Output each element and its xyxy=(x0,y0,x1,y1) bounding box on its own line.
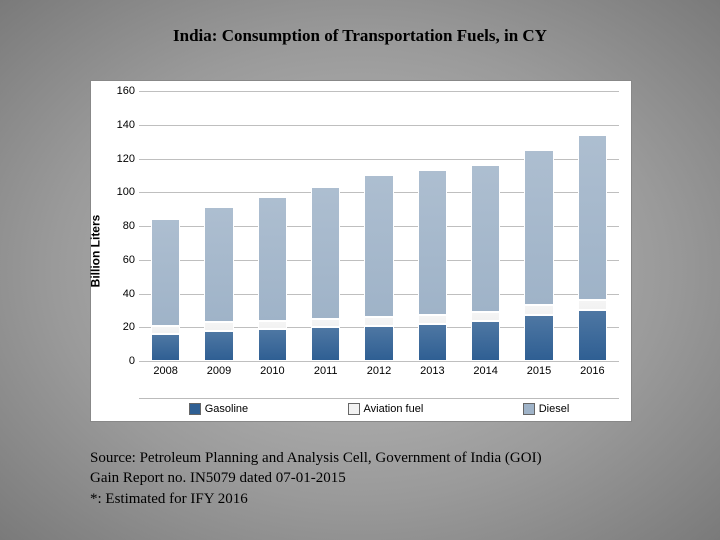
bar-seg-gasoline xyxy=(471,321,500,362)
legend-label-diesel: Diesel xyxy=(539,403,570,415)
bar-seg-diesel xyxy=(311,187,340,319)
x-tick-label: 2008 xyxy=(153,365,177,377)
plot-area: 0204060801001201401602008200920102011201… xyxy=(139,91,619,361)
bar-seg-aviation xyxy=(364,317,393,325)
chart-container: Billion Liters 0204060801001201401602008… xyxy=(90,80,632,422)
bar-seg-diesel xyxy=(524,150,553,305)
legend-item-gasoline: Gasoline xyxy=(189,403,248,415)
gridline xyxy=(139,91,619,92)
legend-item-diesel: Diesel xyxy=(523,403,570,415)
bar-seg-gasoline xyxy=(578,310,607,361)
x-tick-label: 2012 xyxy=(367,365,391,377)
bar-seg-gasoline xyxy=(204,331,233,361)
bar-seg-gasoline xyxy=(364,326,393,361)
bar-seg-gasoline xyxy=(418,324,447,361)
bar-seg-diesel xyxy=(471,165,500,312)
y-tick-label: 80 xyxy=(109,220,135,232)
chart-title: India: Consumption of Transportation Fue… xyxy=(0,26,720,46)
y-axis-label: Billion Liters xyxy=(88,215,102,288)
bar-seg-aviation xyxy=(311,319,340,327)
bar-seg-diesel xyxy=(578,135,607,300)
y-tick-label: 100 xyxy=(109,186,135,198)
bar-seg-diesel xyxy=(204,207,233,322)
slide: India: Consumption of Transportation Fue… xyxy=(0,0,720,540)
x-tick-label: 2015 xyxy=(527,365,551,377)
y-tick-label: 60 xyxy=(109,254,135,266)
x-tick-label: 2014 xyxy=(473,365,497,377)
y-tick-label: 160 xyxy=(109,85,135,97)
bar-seg-diesel xyxy=(258,197,287,320)
y-tick-label: 120 xyxy=(109,153,135,165)
legend-item-aviation: Aviation fuel xyxy=(348,403,424,415)
x-tick-label: 2016 xyxy=(580,365,604,377)
bar-seg-gasoline xyxy=(151,334,180,361)
bar-seg-aviation xyxy=(578,300,607,310)
legend-swatch-gasoline xyxy=(189,403,201,415)
bar-seg-aviation xyxy=(471,312,500,320)
bar-seg-aviation xyxy=(258,321,287,329)
bar-seg-gasoline xyxy=(258,329,287,361)
source-block: Source: Petroleum Planning and Analysis … xyxy=(90,448,650,509)
x-tick-label: 2009 xyxy=(207,365,231,377)
bar-seg-gasoline xyxy=(524,315,553,361)
y-tick-label: 20 xyxy=(109,321,135,333)
bar-seg-diesel xyxy=(151,219,180,325)
legend-label-aviation: Aviation fuel xyxy=(364,403,424,415)
bar-seg-aviation xyxy=(524,305,553,315)
bar-seg-aviation xyxy=(204,322,233,330)
source-line-2: Gain Report no. IN5079 dated 07-01-2015 xyxy=(90,468,650,488)
bar-seg-gasoline xyxy=(311,327,340,361)
bar-seg-diesel xyxy=(418,170,447,315)
gridline xyxy=(139,361,619,362)
legend: Gasoline Aviation fuel Diesel xyxy=(139,398,619,415)
y-tick-label: 140 xyxy=(109,119,135,131)
bar-seg-aviation xyxy=(151,326,180,334)
gridline xyxy=(139,125,619,126)
legend-label-gasoline: Gasoline xyxy=(205,403,248,415)
x-tick-label: 2011 xyxy=(314,365,338,377)
source-line-1: Source: Petroleum Planning and Analysis … xyxy=(90,448,650,468)
x-tick-label: 2013 xyxy=(420,365,444,377)
legend-swatch-diesel xyxy=(523,403,535,415)
x-tick-label: 2010 xyxy=(260,365,284,377)
bar-seg-aviation xyxy=(418,315,447,323)
source-line-3: *: Estimated for IFY 2016 xyxy=(90,489,650,509)
y-tick-label: 40 xyxy=(109,288,135,300)
legend-swatch-aviation xyxy=(348,403,360,415)
y-tick-label: 0 xyxy=(109,355,135,367)
bar-seg-diesel xyxy=(364,175,393,317)
